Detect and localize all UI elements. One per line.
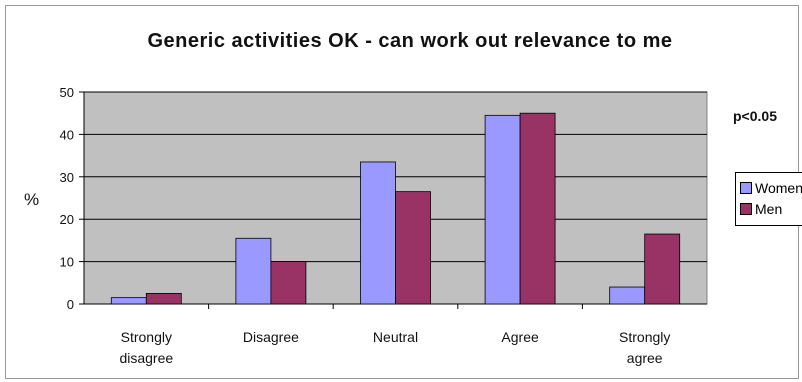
bar-men-strongly-disagree [145,292,182,305]
bar-women-neutral [360,161,396,305]
x-tick-label: agree [627,350,663,366]
y-tick-label: 20 [60,212,74,227]
x-tick-label: Disagree [243,329,299,345]
legend-item-men: Men [740,201,782,217]
legend-swatch-women [740,182,752,194]
x-tick-label: Agree [501,329,539,345]
bar-women-strongly-disagree [110,297,147,305]
y-axis-label: % [24,190,40,209]
bar-women-agree [484,114,521,305]
y-tick-label: 10 [60,255,74,270]
bar-women-disagree [235,237,272,305]
y-tick-label: 30 [60,170,74,185]
y-tick-label: 40 [60,127,74,142]
x-tick-label: Neutral [373,329,418,345]
bar-men-strongly-agree [644,233,681,305]
bar-men-disagree [270,261,307,305]
significance-annotation: p<0.05 [733,108,777,124]
bar-men-agree [519,112,556,305]
y-tick-label: 50 [60,85,74,100]
legend-label-men: Men [755,201,783,217]
legend: Women Men [735,172,802,226]
x-tick-label: disagree [119,350,173,366]
x-tick-label: Strongly [619,329,670,345]
y-tick-label: 0 [67,297,74,312]
chart-title: Generic activities OK - can work out rel… [147,30,673,52]
bar-men-neutral [395,191,431,305]
legend-swatch-men [740,203,752,215]
legend-item-women: Women [740,180,802,196]
legend-label-women: Women [755,180,802,196]
x-tick-label: Strongly [121,329,172,345]
bar-women-strongly-agree [609,286,646,305]
